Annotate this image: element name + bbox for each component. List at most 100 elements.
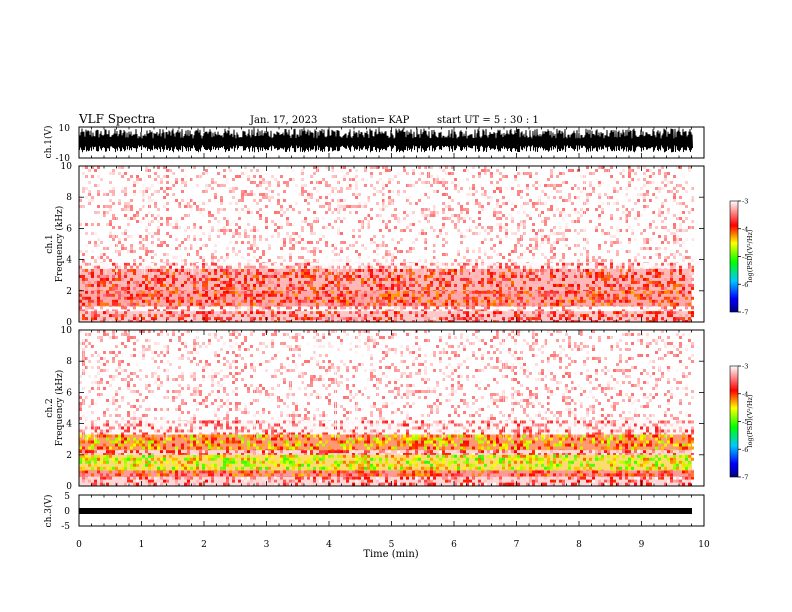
spectrogram-cell [571, 181, 574, 184]
spectrogram-cell [448, 205, 451, 208]
spectrogram-cell [571, 190, 574, 193]
spectrogram-cell [307, 193, 310, 196]
spectrogram-cell [136, 290, 139, 294]
spectrogram-cell [514, 299, 517, 303]
spectrogram-cell [295, 314, 298, 318]
spectrogram-cell [232, 199, 235, 202]
spectrogram-cell [682, 199, 685, 202]
spectrogram-cell [268, 214, 271, 217]
spectrogram-cell [517, 293, 520, 297]
spectrogram-cell [499, 290, 502, 294]
spectrogram-cell [622, 305, 625, 307]
spectrogram-cell [526, 193, 529, 196]
spectrogram-cell [241, 217, 244, 220]
spectrogram-cell [130, 296, 133, 300]
spectrogram-cell [322, 211, 325, 214]
spectrogram-cell [481, 172, 484, 175]
spectrogram-cell [418, 181, 421, 184]
spectrogram-cell [496, 187, 499, 190]
spectrogram-cell [151, 268, 154, 272]
spectrogram-cell [103, 305, 106, 307]
spectrogram-cell [190, 229, 193, 232]
spectrogram-cell [220, 214, 223, 217]
spectrogram-cell [382, 217, 385, 220]
spectrogram-cell [628, 262, 631, 266]
spectrogram-cell [172, 202, 175, 205]
spectrogram-cell [292, 290, 295, 294]
spectrogram-cell [640, 205, 643, 208]
spectrogram-cell [430, 226, 433, 229]
spectrogram-cell [277, 289, 280, 291]
spectrogram-cell [364, 293, 367, 297]
spectrogram-cell [646, 306, 649, 310]
spectrogram-cell [622, 299, 625, 303]
spectrogram-cell [502, 306, 505, 310]
spectrogram-cell [349, 184, 352, 187]
spectrogram-cell [268, 181, 271, 184]
spectrogram-cell [625, 265, 628, 269]
spectrogram-cell [487, 290, 490, 294]
spectrogram-cell [304, 268, 307, 272]
spectrogram-cell [673, 193, 676, 196]
spectrogram-cell [646, 190, 649, 193]
spectrogram-cell [652, 193, 655, 196]
spectrogram-cell [649, 190, 652, 193]
spectrogram-cell [679, 211, 682, 214]
spectrogram-cell [415, 172, 418, 175]
spectrogram-cell [418, 196, 421, 199]
spectrogram-band-0 [79, 311, 694, 322]
spectrogram-cell [631, 196, 634, 199]
spectrogram-cell [244, 274, 247, 278]
spectrogram-cell [547, 166, 550, 169]
spectrogram-cell [142, 214, 145, 217]
spectrogram-cell [286, 289, 289, 291]
spectrogram-cell [115, 311, 118, 315]
spectrogram-cell [640, 277, 643, 281]
spectrogram-cell [91, 271, 94, 275]
spectrogram-cell [307, 268, 310, 272]
spectrogram-cell [586, 265, 589, 269]
spectrogram-cell [133, 226, 136, 229]
spectrogram-cell [289, 280, 292, 284]
spectrogram-cell [196, 302, 199, 306]
spectrogram-cell [199, 199, 202, 202]
spectrogram-cell [295, 271, 298, 275]
spectrogram-cell [487, 199, 490, 202]
spectrogram-cell [313, 184, 316, 187]
spectrogram-cell [292, 196, 295, 199]
spectrogram-cell [190, 274, 193, 278]
spectrogram-cell [370, 289, 373, 291]
spectrogram-cell [253, 302, 256, 306]
spectrogram-cell [526, 202, 529, 205]
spectrogram-cell [523, 172, 526, 175]
spectrogram-cell [550, 184, 553, 187]
spectrogram-cell [610, 214, 613, 217]
spectrogram-cell [382, 202, 385, 205]
spectrogram-cell [160, 265, 163, 269]
spectrogram-cell [478, 181, 481, 184]
spectrogram-cell [289, 223, 292, 226]
spectrogram-cell [508, 302, 511, 306]
spectrogram-cell [307, 205, 310, 208]
spectrogram-cell [577, 265, 580, 269]
spectrogram-cell [634, 217, 637, 220]
spectrogram-cell [181, 311, 184, 315]
spectrogram-cell [556, 290, 559, 294]
spectrogram-cell [607, 302, 610, 306]
spectrogram-cell [490, 196, 493, 199]
spectrogram-cell [526, 184, 529, 187]
spectrogram-cell [568, 205, 571, 208]
spectrogram-cell [538, 302, 541, 306]
spectrogram-cell [379, 280, 382, 284]
spectrogram-cell [400, 296, 403, 300]
spectrogram-cell [463, 220, 466, 223]
spectrogram-cell [136, 229, 139, 232]
spectrogram-cell [652, 214, 655, 217]
spectrogram-cell [145, 290, 148, 294]
spectrogram-cell [145, 311, 148, 315]
spectrogram-cell [124, 211, 127, 214]
spectrogram-cell [388, 309, 391, 312]
spectrogram-cell [133, 175, 136, 178]
spectrogram-cell [82, 190, 85, 193]
